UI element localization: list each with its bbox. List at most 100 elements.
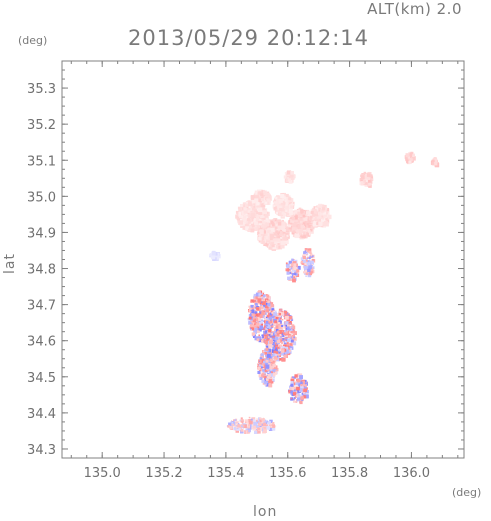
radar-pixel [285,338,288,342]
radar-pixel [261,379,265,383]
radar-pixel [302,380,305,384]
radar-pixel [249,314,253,317]
radar-pixel [307,229,311,233]
radar-pixel [273,352,277,356]
y-tick-label: 35.1 [27,154,56,169]
radar-pixel [303,386,307,390]
radar-pixel [311,263,313,266]
radar-pixel [275,230,279,234]
radar-pixel [267,195,272,200]
radar-pixel [255,308,257,310]
radar-pixel [287,195,291,199]
radar-pixel [268,343,273,348]
radar-pixel [310,225,315,230]
radar-pixel [259,417,262,420]
radar-pixel [278,354,281,357]
radar-pixel [287,170,292,175]
radar-pixel [283,354,287,358]
radar-pixel [269,316,273,320]
radar-pixel [279,344,283,348]
radar-pixel [288,330,290,332]
radar-pixel [263,237,266,241]
radar-pixel [259,423,262,426]
radar-pixel [259,229,264,235]
radar-pixel [288,345,292,349]
radar-pixel [265,326,267,328]
radar-pixel [272,342,275,346]
radar-pixel [265,299,268,302]
radar-pixel [366,173,371,177]
radar-pixel [267,303,271,307]
radar-pixel [263,333,265,335]
radar-pixel [281,237,286,241]
radar-pixel [265,359,269,363]
radar-pixel [283,325,287,329]
radar-pixel [268,334,271,336]
radar-pixel [273,345,276,348]
radar-pixel [298,386,302,389]
radar-pixel [293,389,296,392]
radar-pixel [297,219,301,223]
radar-pixel [292,210,296,214]
radar-pixel [237,206,241,210]
radar-pixel [261,334,264,337]
radar-pixel [302,256,306,260]
radar-pixel [252,310,257,314]
radar-pixel [247,424,250,427]
radar-pixel [316,205,319,208]
radar-pixel [260,189,263,193]
radar-pixel [277,238,281,242]
radar-pixel [363,179,367,183]
radar-pixel [263,367,266,371]
radar-pixel [297,231,301,235]
radar-pixel [303,216,308,221]
radar-pixel [289,198,294,202]
radar-pixel [304,382,307,385]
radar-pixel [261,425,264,428]
radar-pixel [285,331,288,334]
radar-pixel [326,213,330,216]
radar-pixel [227,425,230,428]
radar-pixel [257,193,262,197]
radar-pixel [240,218,243,222]
radar-pixel [289,350,291,352]
radar-pixel [255,302,258,306]
radar-pixel [274,347,279,352]
radar-pixel [262,190,267,195]
radar-pixel [251,205,254,208]
radar-pixel [281,346,285,349]
radar-pixel [363,171,366,175]
radar-pixel [274,334,277,337]
radar-pixel [252,318,257,322]
radar-pixel [406,161,409,164]
radar-pixel [408,160,412,164]
radar-pixel [263,364,268,369]
radar-pixel [269,373,273,377]
radar-pixel [273,199,277,202]
radar-pixel [263,304,266,307]
radar-pixel [364,184,368,187]
radar-pixel [366,177,370,180]
radar-pixel [271,424,275,428]
radar-pixel [260,213,265,218]
radar-pixel [258,323,261,327]
radar-pixel [216,252,220,256]
radar-pixel [264,316,267,319]
radar-pixel [306,254,308,256]
radar-pixel [309,229,314,234]
radar-pixel [253,219,256,222]
radar-pixel [266,369,269,372]
radar-pixel [285,340,288,342]
radar-pixel [277,322,280,324]
radar-pixel [308,224,312,229]
radar-pixel [263,209,266,212]
radar-pixel [285,321,289,325]
radar-pixel [298,388,303,392]
radar-pixel [265,333,268,336]
radar-pixel [287,268,291,272]
radar-pixel [272,422,275,425]
radar-pixel [267,348,272,353]
radar-pixel [243,424,247,429]
radar-pixel [281,211,285,215]
radar-pixel [295,273,298,276]
